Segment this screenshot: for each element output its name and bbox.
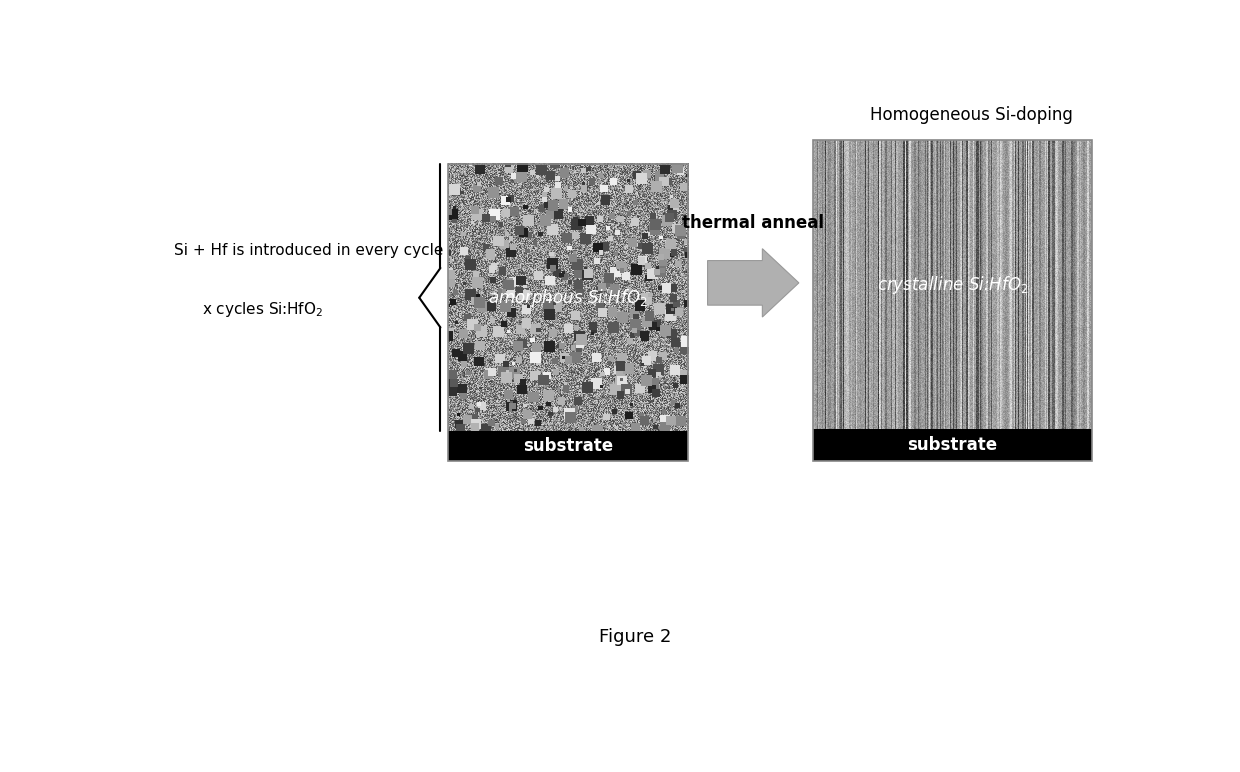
Bar (813, 141, 1092, 461)
Bar (448, 432, 688, 461)
Text: Si + Hf is introduced in every cycle: Si + Hf is introduced in every cycle (174, 242, 444, 258)
Bar (813, 429, 1092, 461)
Text: Figure 2: Figure 2 (599, 628, 672, 645)
FancyArrow shape (708, 249, 799, 317)
Text: substrate: substrate (908, 436, 998, 454)
Text: crystalline Si:HfO$_2$: crystalline Si:HfO$_2$ (877, 273, 1028, 296)
Bar (448, 164, 688, 461)
Text: amorphous Si:HfO$_2$: amorphous Si:HfO$_2$ (489, 286, 649, 309)
Text: thermal anneal: thermal anneal (682, 215, 825, 232)
Text: x cycles Si:HfO$_2$: x cycles Si:HfO$_2$ (202, 300, 324, 319)
Text: Homogeneous Si-doping: Homogeneous Si-doping (870, 106, 1074, 124)
Text: substrate: substrate (523, 437, 614, 455)
